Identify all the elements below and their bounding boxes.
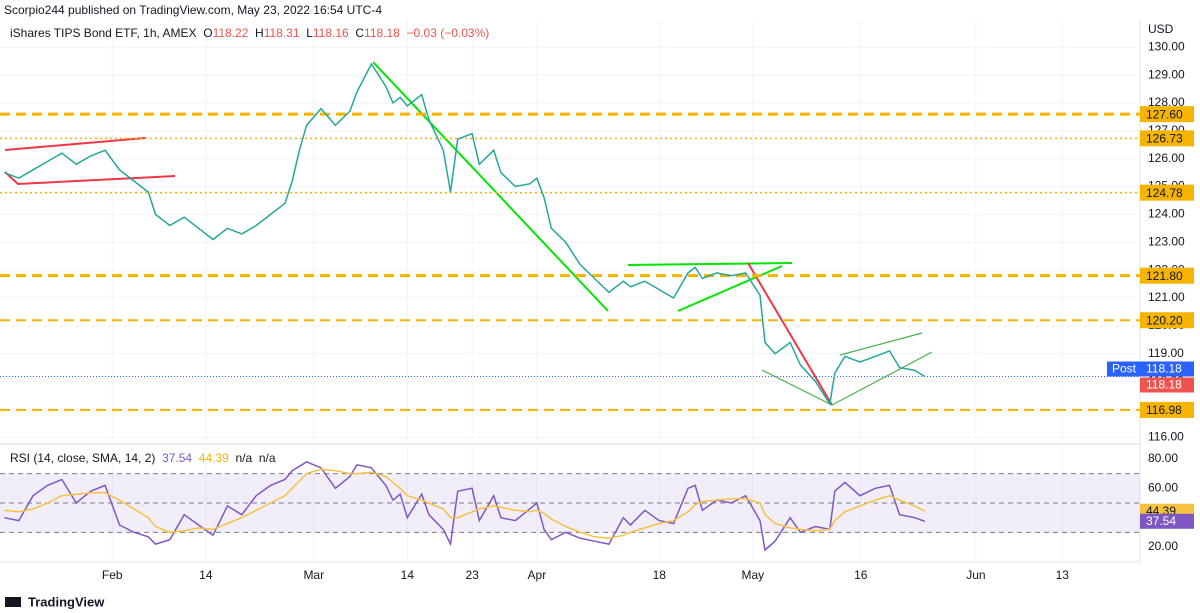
trendline [372, 61, 609, 312]
rsi-value: 37.54 [162, 451, 193, 465]
change: −0.03 (−0.03%) [406, 26, 490, 40]
y-tick-label: 129.00 [1148, 67, 1185, 81]
brand-logo [5, 597, 21, 607]
close-value: 118.18 [1146, 378, 1182, 392]
y-tick-label: 126.00 [1148, 151, 1185, 165]
rsi-sma-value: 44.39 [198, 451, 229, 465]
y-tick-label: 60.00 [1148, 480, 1178, 494]
rsi-title: RSI (14, close, SMA, 14, 2) [10, 451, 156, 465]
ohlc-value: 118.31 [263, 26, 300, 40]
y-tick-label: 124.00 [1148, 207, 1185, 221]
y-tick-label: 20.00 [1148, 539, 1178, 553]
trendline [747, 262, 833, 406]
close-tag [1140, 377, 1194, 393]
x-tick-label: 13 [1056, 568, 1070, 582]
rsi-value: n/a [258, 451, 276, 465]
rsi-tag [1140, 513, 1194, 529]
ohlc-key: H [255, 26, 264, 40]
rsi-legend: RSI (14, close, SMA, 14, 2) 37.54 44.39 … [10, 451, 276, 465]
ohlc-value: 118.22 [212, 26, 249, 40]
level-label: 126.73 [1146, 132, 1183, 146]
trendline [761, 351, 933, 406]
x-tick-label: Apr [528, 568, 547, 582]
trendline [4, 171, 176, 186]
level-tag [1140, 312, 1194, 329]
level-label: 116.98 [1146, 403, 1182, 417]
level-tag [1140, 106, 1194, 123]
price-line [4, 62, 926, 406]
y-tick-label: 116.00 [1148, 429, 1184, 443]
y-tick-label: 80.00 [1148, 451, 1178, 465]
brand: TradingView [28, 594, 105, 609]
legend: iShares TIPS Bond ETF, 1h, AMEX O118.22 … [10, 26, 489, 40]
y-tick-label: 119.00 [1148, 346, 1184, 360]
post-value: 118.18 [1146, 362, 1182, 376]
rsi-tag-label: 37.54 [1146, 514, 1176, 528]
level-label: 121.80 [1146, 269, 1183, 283]
x-tick-label: Mar [303, 568, 324, 582]
price-grid [0, 20, 1140, 562]
x-tick-label: Jun [966, 568, 985, 582]
post-value-tag [1140, 361, 1194, 377]
ohlc-key: C [355, 26, 365, 40]
level-label: 120.20 [1146, 313, 1183, 327]
post-tag [1107, 361, 1140, 377]
marks [0, 62, 1140, 552]
x-tick-label: May [741, 568, 764, 582]
trendline [677, 265, 783, 312]
x-tick-label: 14 [401, 568, 415, 582]
level-tag [1140, 267, 1194, 284]
ohlc-value: 118.16 [312, 26, 349, 40]
level-tag [1140, 130, 1194, 147]
x-tick-label: 18 [653, 568, 667, 582]
rsi-value: n/a [235, 451, 253, 465]
y-tick-label: 128.00 [1148, 95, 1185, 109]
ohlc-value: 118.18 [364, 26, 400, 40]
level-label: 127.60 [1146, 107, 1183, 121]
post-tag-label: Post [1112, 362, 1137, 376]
trendline [4, 137, 146, 151]
ohlc-key: O [203, 26, 213, 40]
symbol-title: iShares TIPS Bond ETF, 1h, AMEX [10, 26, 197, 40]
x-tick-label: 23 [465, 568, 479, 582]
publisher: Scorpio244 published on TradingView.com,… [4, 3, 383, 17]
drawings [4, 61, 933, 406]
x-tick-label: 16 [854, 568, 868, 582]
rsi-line [4, 461, 926, 552]
x-tick-label: 14 [199, 568, 213, 582]
y-tick-label: 121.00 [1148, 290, 1185, 304]
trendline [627, 262, 793, 266]
x-tick-label: Feb [102, 568, 123, 582]
trendline [839, 332, 923, 356]
y-tick-label: 130.00 [1148, 39, 1185, 53]
level-tag [1140, 401, 1194, 418]
level-tag [1140, 184, 1194, 201]
y-tick-label: 123.00 [1148, 234, 1185, 248]
ohlc-key: L [306, 26, 313, 40]
level-label: 124.78 [1146, 186, 1183, 200]
axis-label: USD [1148, 22, 1174, 36]
rsi-line [4, 468, 926, 539]
